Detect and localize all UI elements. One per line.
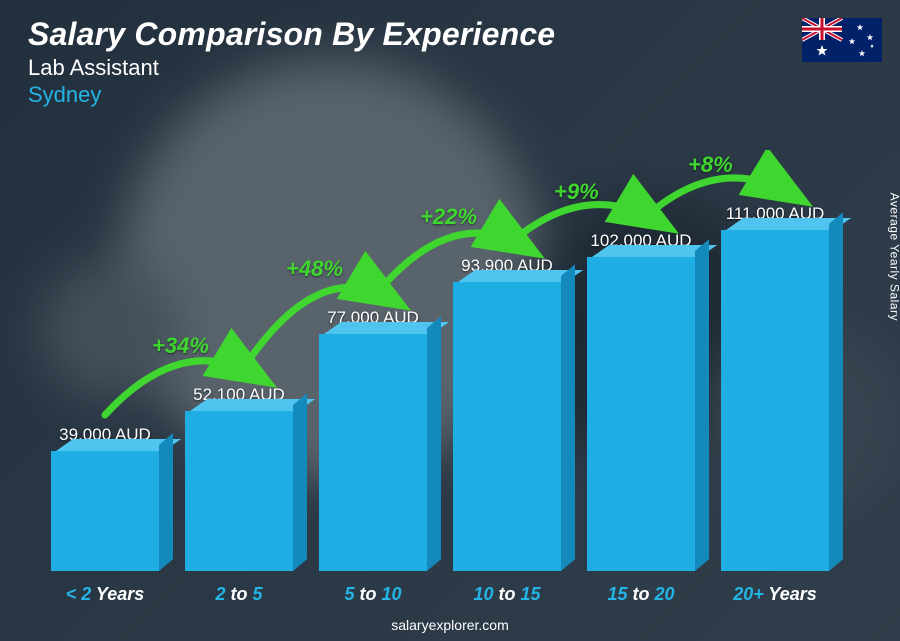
bar-slot: 102,000 AUD	[576, 231, 706, 571]
bar	[185, 411, 293, 571]
title-subtitle: Lab Assistant	[28, 55, 555, 81]
bar-slot: 77,000 AUD	[308, 308, 438, 571]
title-location: Sydney	[28, 82, 555, 108]
footer-attribution: salaryexplorer.com	[0, 617, 900, 633]
title-main: Salary Comparison By Experience	[28, 16, 555, 53]
x-axis-label: 10 to 15	[442, 584, 572, 605]
side-axis-label: Average Yearly Salary	[887, 192, 900, 320]
pct-increase-badge: +8%	[688, 152, 733, 178]
title-block: Salary Comparison By Experience Lab Assi…	[28, 16, 555, 108]
bar-slot: 93,900 AUD	[442, 256, 572, 571]
infographic-container: Salary Comparison By Experience Lab Assi…	[0, 0, 900, 641]
pct-increase-badge: +22%	[420, 204, 477, 230]
x-axis-label: < 2 Years	[40, 584, 170, 605]
x-axis-label: 2 to 5	[174, 584, 304, 605]
bar	[453, 282, 561, 571]
x-axis-label: 20+ Years	[710, 584, 840, 605]
bar	[721, 230, 829, 571]
bar	[319, 334, 427, 571]
pct-increase-badge: +48%	[286, 256, 343, 282]
bar-slot: 39,000 AUD	[40, 425, 170, 571]
bar	[51, 451, 159, 571]
x-axis-labels: < 2 Years2 to 55 to 1010 to 1515 to 2020…	[40, 584, 840, 605]
pct-increase-badge: +9%	[554, 179, 599, 205]
x-axis-label: 5 to 10	[308, 584, 438, 605]
flag-icon	[802, 18, 882, 67]
x-axis-label: 15 to 20	[576, 584, 706, 605]
bar-slot: 111,000 AUD	[710, 204, 840, 571]
pct-increase-badge: +34%	[152, 333, 209, 359]
salary-bar-chart: 39,000 AUD52,100 AUD77,000 AUD93,900 AUD…	[40, 150, 840, 571]
bar-slot: 52,100 AUD	[174, 385, 304, 571]
bar	[587, 257, 695, 571]
